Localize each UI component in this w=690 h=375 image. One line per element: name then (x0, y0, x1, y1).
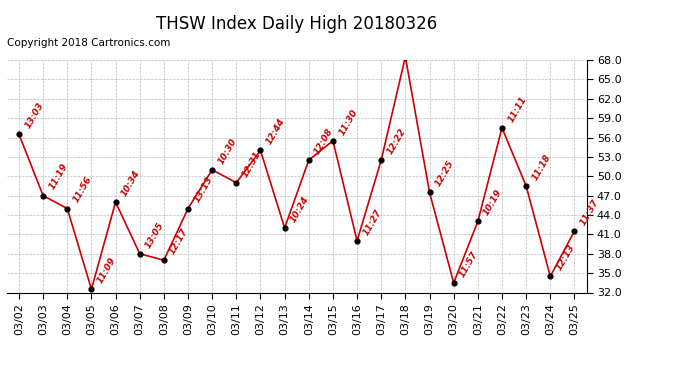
Text: 11:19: 11:19 (48, 162, 70, 192)
Point (400, 54, 411, 60)
Text: THSW Index Daily High 20180326: THSW Index Daily High 20180326 (156, 15, 437, 33)
Point (230, 180, 241, 186)
Text: 11:18: 11:18 (531, 153, 553, 182)
Text: 12:22: 12:22 (386, 127, 408, 156)
Text: 11:57: 11:57 (458, 249, 480, 279)
Text: Copyright 2018 Cartronics.com: Copyright 2018 Cartronics.com (7, 38, 170, 48)
Text: 11:11: 11:11 (506, 94, 529, 124)
Text: 12:44: 12:44 (265, 117, 287, 146)
Point (472, 219, 483, 225)
Text: 10:24: 10:24 (289, 195, 311, 224)
Point (182, 206, 193, 212)
Text: 12:08: 12:08 (313, 127, 335, 156)
Point (569, 228, 580, 234)
Text: 12:13: 12:13 (555, 243, 577, 272)
Point (207, 167, 218, 173)
Point (448, 280, 460, 286)
Text: 10:30: 10:30 (217, 136, 239, 166)
Text: 12:31: 12:31 (241, 149, 263, 178)
Point (37, 193, 48, 199)
Point (351, 238, 363, 244)
Point (86, 286, 97, 292)
Point (303, 157, 314, 163)
Point (110, 199, 121, 205)
Text: 13:13: 13:13 (193, 175, 215, 204)
Point (424, 189, 435, 195)
Point (255, 147, 266, 153)
Text: 11:30: 11:30 (337, 107, 359, 136)
Text: THSW (°F): THSW (°F) (561, 33, 626, 44)
Text: 11:49: 11:49 (0, 374, 1, 375)
Text: 12:17: 12:17 (168, 227, 190, 256)
Point (545, 273, 556, 279)
Point (279, 225, 290, 231)
Point (375, 157, 386, 163)
Text: 11:27: 11:27 (362, 207, 384, 237)
Text: 11:09: 11:09 (96, 256, 118, 285)
Text: 13:05: 13:05 (144, 220, 166, 250)
Point (158, 257, 169, 263)
Point (14, 131, 25, 137)
Point (134, 251, 145, 257)
Text: 13:03: 13:03 (23, 101, 46, 130)
Text: 11:56: 11:56 (72, 175, 94, 204)
Point (62, 206, 73, 212)
Point (497, 125, 508, 131)
Point (520, 183, 531, 189)
Text: 12:25: 12:25 (434, 159, 456, 188)
Point (328, 138, 339, 144)
Text: 10:19: 10:19 (482, 188, 504, 217)
Text: 10:34: 10:34 (120, 169, 142, 198)
Text: 11:37: 11:37 (579, 198, 601, 227)
